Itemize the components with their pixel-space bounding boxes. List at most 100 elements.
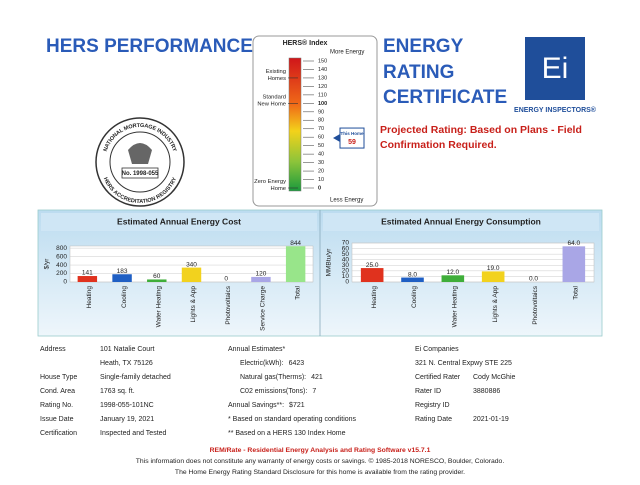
hers-color-bar [288, 57, 302, 192]
info-row: * Based on standard operating conditions [228, 416, 357, 423]
info-label: Cond. Area [40, 388, 75, 395]
value-label: 340 [186, 261, 197, 268]
hers-tick-label: 70 [318, 126, 324, 132]
info-row: C02 emissions(Tons): 7 [240, 388, 316, 395]
info-value: 1998-055-101NC [100, 402, 154, 409]
this-home-box [339, 127, 365, 149]
info-label: * Based on standard operating conditions [228, 416, 357, 423]
x-tick-label: Photovoltaics [225, 285, 232, 324]
info-label: Electric(kWh): [240, 360, 284, 367]
info-value: 7 [312, 388, 316, 395]
this-home-pointer [333, 134, 340, 143]
y-tick-label: 70 [342, 240, 350, 247]
y-tick-label: 0 [63, 279, 67, 286]
x-tick-label: Cooling [121, 286, 128, 308]
hers-marker-label: Existing [266, 69, 286, 75]
info-label: Certified Rater [415, 374, 461, 381]
hers-marker-label: Standard [262, 94, 286, 100]
info-row: Electric(kWh): 6423 [240, 360, 304, 367]
y-tick-label: 600 [56, 253, 67, 260]
info-value: Single-family detached [100, 374, 171, 381]
x-tick-label: Heating [86, 286, 93, 309]
info-label: Registry ID [415, 402, 450, 409]
info-value: 1763 sq. ft. [100, 388, 135, 395]
hers-tick-label: 130 [318, 75, 327, 81]
hers-marker-label: Home [271, 186, 286, 192]
bar [251, 276, 271, 282]
hers-tick-label: 100 [318, 101, 327, 107]
seal-ring [109, 131, 171, 193]
info-value: 2021-01-19 [473, 416, 509, 423]
value-label: 0.0 [529, 276, 538, 283]
value-label: 141 [82, 270, 93, 277]
value-label: 120 [255, 271, 266, 278]
x-tick-label: Total [294, 285, 301, 299]
x-tick-label: Heating [371, 286, 378, 309]
hers-tick-label: 0 [318, 185, 321, 191]
x-tick-label: Service Charge [260, 286, 267, 331]
hers-marker-label: New Home [257, 101, 286, 107]
y-axis-label: $/yr [44, 258, 51, 270]
info-value: Cody McGhie [473, 374, 516, 381]
hers-top-label: More Energy [330, 50, 364, 56]
info-label: Annual Estimates* [228, 346, 285, 353]
footer-software: REM/Rate - Residential Energy Analysis a… [210, 447, 431, 454]
x-tick-label: Cooling [411, 286, 418, 308]
bar [401, 277, 424, 282]
footer-line: This information does not constitute any… [136, 457, 505, 465]
title-right: RATING [383, 62, 454, 83]
bar [112, 274, 132, 282]
info-value: 101 Natalie Court [100, 346, 155, 353]
title-right: CERTIFICATE [383, 87, 507, 108]
info-row: Natural gas(Therms): 421 [240, 374, 323, 381]
value-label: 64.0 [568, 240, 581, 247]
hers-box [252, 35, 378, 207]
hers-bottom-label: Less Energy [330, 198, 363, 204]
seal-number: No. 1998-055 [122, 171, 159, 177]
logo [525, 37, 585, 100]
info-row: ** Based on a HERS 130 Index Home [228, 430, 346, 437]
chart-header [41, 213, 317, 231]
chart-title: Estimated Annual Energy Cost [117, 216, 241, 226]
info-label: Rater ID [415, 388, 441, 395]
info-label: Ei Companies [415, 346, 459, 353]
y-tick-label: 800 [56, 245, 67, 252]
info-row: Annual Estimates* [228, 346, 285, 353]
logo-text: Ei [542, 52, 569, 85]
value-label: 25.0 [366, 262, 379, 269]
hers-tick-label: 140 [318, 67, 327, 73]
hers-tick-label: 120 [318, 84, 327, 90]
info-label: 321 N. Central Expwy STE 225 [415, 360, 512, 367]
hers-title: HERS® Index [283, 39, 328, 47]
hers-tick-label: 80 [318, 118, 324, 124]
hers-tick-label: 40 [318, 152, 324, 158]
bar [77, 276, 98, 282]
info-label: C02 emissions(Tons): [240, 388, 307, 395]
plot-area [351, 242, 595, 283]
bar [441, 275, 465, 282]
value-label: 183 [117, 268, 128, 275]
footer-line: The Home Energy Rating Standard Disclosu… [175, 469, 465, 476]
x-tick-label: Photovoltaics [532, 285, 539, 324]
value-label: 12.0 [447, 269, 460, 276]
info-label: ** Based on a HERS 130 Index Home [228, 430, 346, 437]
x-tick-label: Lights & App [492, 286, 499, 323]
title-left: HERS PERFORMANCE [46, 36, 253, 57]
title-right: ENERGY [383, 36, 464, 57]
y-tick-label: 50 [342, 251, 350, 258]
seal-box [121, 167, 159, 179]
logo-caption: ENERGY INSPECTORS® [514, 106, 597, 114]
y-tick-label: 30 [342, 262, 350, 269]
info-label: House Type [40, 374, 77, 381]
info-label: Certification [40, 430, 77, 437]
hers-tick-label: 30 [318, 160, 324, 166]
seal: NATIONAL MORTGAGE INDUSTRY HERS ACCREDIT… [95, 117, 185, 207]
y-tick-label: 60 [342, 245, 350, 252]
value-label: 0 [224, 276, 228, 283]
y-tick-label: 0 [345, 279, 349, 286]
info-value: January 19, 2021 [100, 416, 154, 423]
hers-tick-label: 50 [318, 143, 324, 149]
seal-emblem [128, 143, 152, 164]
notice: Confirmation Required. [380, 139, 497, 151]
